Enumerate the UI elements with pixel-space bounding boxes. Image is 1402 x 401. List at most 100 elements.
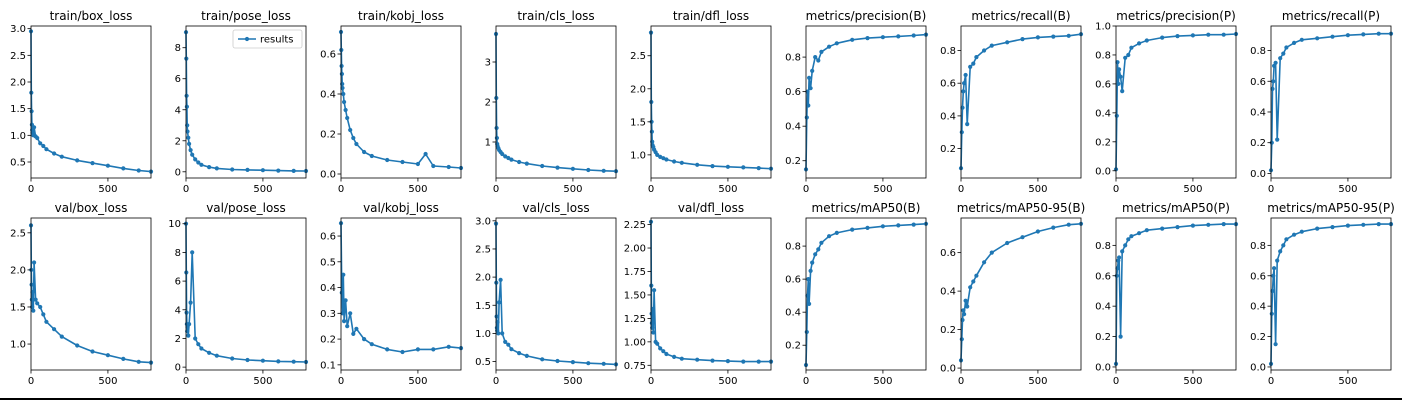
x-tick-label: 0 (803, 184, 809, 195)
data-point (974, 55, 979, 60)
data-point (31, 308, 36, 313)
y-tick-label: 2.00 (624, 244, 646, 255)
data-point (105, 163, 110, 168)
data-point (1269, 311, 1274, 316)
data-point (1035, 35, 1040, 40)
data-point (1281, 243, 1286, 248)
y-tick-label: 2.0 (630, 84, 646, 95)
data-point (813, 252, 818, 257)
data-point (1315, 226, 1320, 231)
data-point (1299, 229, 1304, 234)
data-point (1330, 34, 1335, 39)
y-tick-label: 1.75 (624, 267, 646, 278)
x-tick-label: 500 (873, 184, 892, 195)
data-point (354, 326, 359, 331)
data-point (961, 89, 966, 94)
data-point (340, 85, 345, 91)
data-point (974, 273, 979, 278)
x-tick-label: 500 (1028, 376, 1047, 387)
x-tick-label: 0 (1113, 184, 1119, 195)
data-point (245, 167, 250, 172)
x-tick-label: 0 (338, 376, 344, 387)
data-point (959, 337, 964, 342)
chart-title: metrics/precision(B) (806, 9, 927, 23)
data-point (570, 360, 576, 365)
series-line (185, 32, 307, 172)
data-point (807, 301, 812, 306)
data-point (1035, 229, 1040, 234)
data-point (190, 152, 195, 157)
x-tick-label: 500 (718, 184, 737, 195)
series-line (495, 223, 617, 366)
data-point (896, 34, 901, 39)
data-point (655, 341, 660, 346)
data-point (664, 351, 669, 357)
y-tick-label: 0.0 (1250, 169, 1266, 180)
y-tick-label: 2.0 (10, 265, 26, 276)
data-point (75, 158, 80, 163)
y-tick-label: 1.5 (10, 302, 26, 313)
data-point (806, 103, 811, 108)
data-point (710, 358, 715, 363)
data-point (1020, 235, 1025, 240)
data-point (1129, 45, 1134, 50)
y-tick-label: 0.6 (320, 232, 336, 243)
data-point (810, 260, 815, 265)
data-point (497, 300, 502, 305)
data-point (230, 356, 235, 361)
plot-frame (1270, 217, 1392, 371)
data-point (214, 166, 219, 171)
data-point (834, 41, 839, 46)
data-point (400, 349, 405, 355)
data-point (961, 308, 966, 313)
y-tick-label: 1.5 (475, 301, 491, 312)
data-point (911, 222, 916, 227)
y-tick-label: 0.2 (1250, 332, 1266, 343)
y-tick-label: 0.4 (940, 111, 956, 122)
x-tick-label: 500 (1183, 376, 1202, 387)
data-point (362, 149, 367, 155)
data-point (1115, 60, 1120, 65)
data-point (1292, 40, 1297, 46)
data-point (810, 68, 815, 73)
data-point (664, 157, 669, 162)
data-point (498, 277, 503, 282)
x-tick-label: 0 (1268, 184, 1274, 195)
data-point (494, 314, 499, 319)
data-point (276, 359, 281, 364)
data-point (804, 329, 809, 335)
data-point (517, 351, 522, 356)
data-point (494, 125, 499, 131)
y-tick-label: 2.5 (10, 51, 26, 62)
data-point (52, 151, 57, 156)
chart-title: train/cls_loss (517, 9, 594, 23)
data-point (1118, 334, 1123, 339)
x-tick-label: 500 (1028, 184, 1047, 195)
data-point (90, 349, 95, 354)
y-tick-label: 1.5 (10, 104, 26, 115)
data-point (136, 168, 141, 173)
x-tick-label: 0 (803, 376, 809, 387)
data-point (260, 358, 265, 363)
x-tick-label: 0 (1268, 376, 1274, 387)
data-point (184, 310, 189, 315)
data-point (105, 353, 110, 358)
data-point (1120, 89, 1125, 94)
plot-frame (495, 25, 617, 179)
data-point (1175, 34, 1180, 39)
data-point (827, 44, 832, 49)
data-point (1221, 32, 1226, 37)
data-point (710, 164, 715, 169)
data-point (59, 334, 64, 339)
data-point (819, 49, 824, 55)
data-point (343, 298, 348, 303)
chart-metrics/mAP50(P): metrics/mAP50(P) 0.0 0.2 0.4 0.6 0.8 0 500 (1095, 201, 1239, 387)
x-tick-label: 500 (98, 376, 117, 387)
data-point (1051, 225, 1056, 230)
data-point (1005, 240, 1010, 246)
y-tick-label: 0.6 (320, 50, 336, 61)
data-point (44, 147, 49, 152)
data-point (1190, 223, 1195, 228)
plot-frame (1115, 25, 1237, 179)
chart-metrics/precision(B): metrics/precision(B) 0.2 0.4 0.6 0.8 0 500 (785, 9, 929, 195)
